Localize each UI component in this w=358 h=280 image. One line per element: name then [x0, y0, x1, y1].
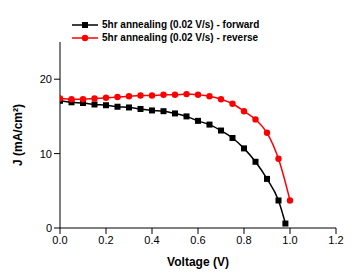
svg-text:1.0: 1.0	[282, 234, 297, 246]
svg-text:J (mA/cm²): J (mA/cm²)	[11, 104, 25, 166]
svg-text:0.0: 0.0	[52, 234, 67, 246]
svg-text:0.6: 0.6	[190, 234, 205, 246]
svg-text:0.4: 0.4	[144, 234, 159, 246]
svg-text:1.2: 1.2	[328, 234, 343, 246]
svg-text:20: 20	[40, 73, 52, 85]
svg-text:0: 0	[46, 222, 52, 234]
html-text:5hr annealing (0.02 V/s) - for: 5hr annealing (0.02 V/s) - forward	[102, 19, 260, 30]
html-text:5hr annealing (0.02 V/s) - rev: 5hr annealing (0.02 V/s) - reverse	[102, 32, 259, 43]
svg-text:Voltage (V): Voltage (V)	[167, 255, 229, 269]
svg-text:0.2: 0.2	[98, 234, 113, 246]
svg-text:0.8: 0.8	[236, 234, 251, 246]
svg-text:10: 10	[40, 148, 52, 160]
